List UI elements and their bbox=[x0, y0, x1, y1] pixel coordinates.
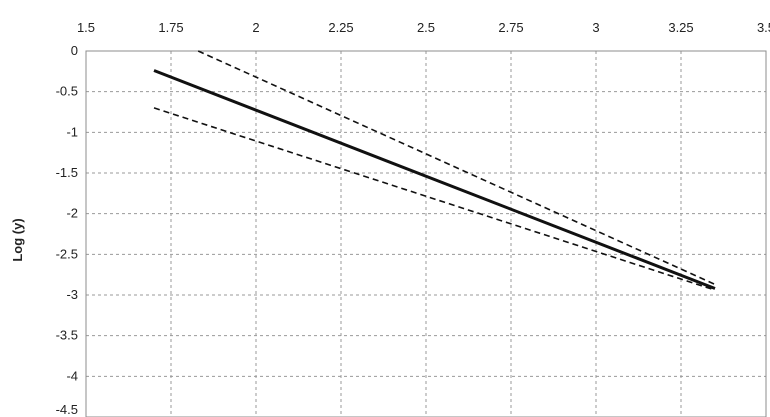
y-tick-label: -1 bbox=[66, 124, 78, 139]
x-tick-label: 2.75 bbox=[498, 20, 523, 35]
x-tick-labels: 1.5 1.75 2 2.25 2.5 2.75 3 3.25 3.5 bbox=[77, 20, 770, 35]
x-tick-label: 1.5 bbox=[77, 20, 95, 35]
y-tick-label: -4.5 bbox=[56, 402, 78, 417]
y-tick-label: -1.5 bbox=[56, 165, 78, 180]
y-axis-title: Log (y) bbox=[10, 218, 25, 261]
y-tick-label: -3.5 bbox=[56, 328, 78, 343]
x-tick-label: 3 bbox=[592, 20, 599, 35]
y-tick-label: -3 bbox=[66, 287, 78, 302]
confidence-band-line bbox=[197, 50, 716, 286]
plot-area bbox=[85, 50, 767, 417]
y-tick-label: -2 bbox=[66, 206, 78, 221]
y-tick-label: -2.5 bbox=[56, 246, 78, 261]
x-tick-label: 2.5 bbox=[417, 20, 435, 35]
y-tick-label: -0.5 bbox=[56, 84, 78, 99]
x-tick-label: 3.5 bbox=[757, 20, 770, 35]
grid-lines bbox=[86, 51, 766, 417]
x-tick-label: 2 bbox=[252, 20, 259, 35]
confidence-band-line bbox=[153, 107, 716, 291]
y-tick-labels: 0 -0.5 -1 -1.5 -2 -2.5 -3 -3.5 -4 -4.5 bbox=[56, 43, 78, 417]
series-lines bbox=[153, 50, 716, 291]
x-tick-label: 2.25 bbox=[328, 20, 353, 35]
y-tick-label: 0 bbox=[71, 43, 78, 58]
x-tick-label: 3.25 bbox=[668, 20, 693, 35]
fit-line bbox=[153, 69, 716, 290]
y-tick-label: -4 bbox=[66, 368, 78, 383]
x-tick-label: 1.75 bbox=[158, 20, 183, 35]
